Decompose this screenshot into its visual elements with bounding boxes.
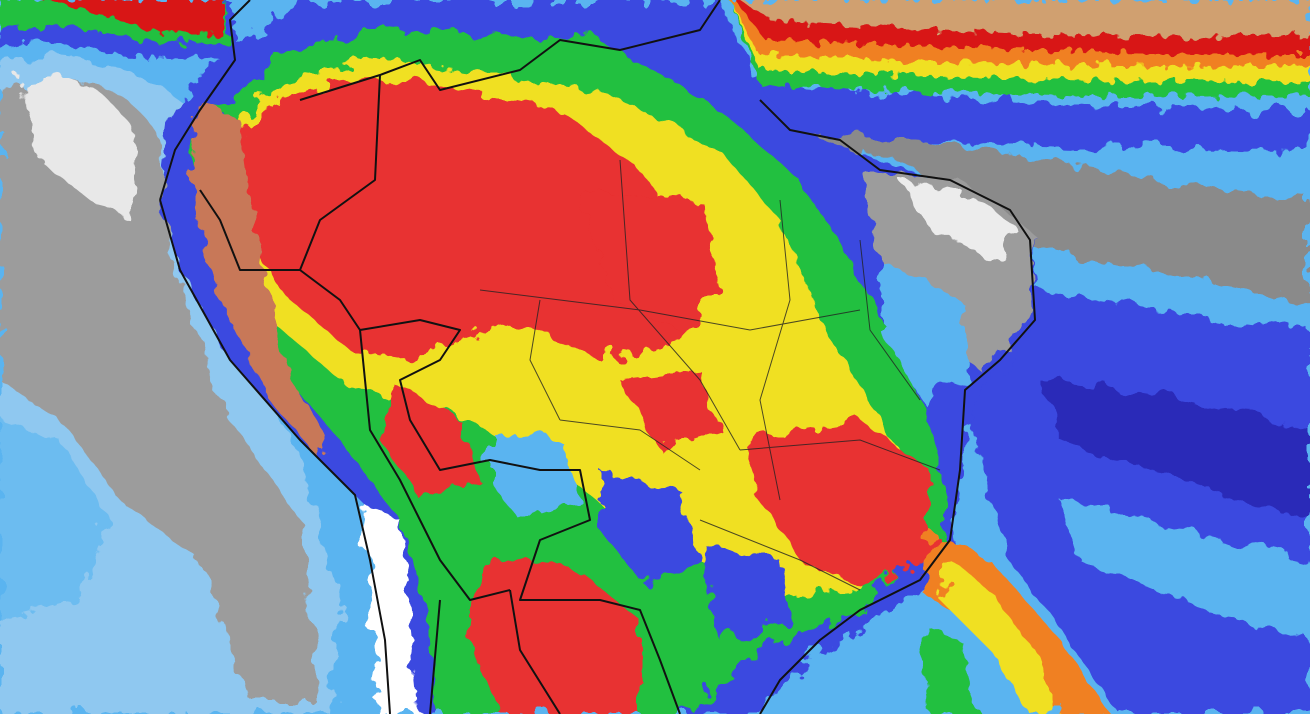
borders [159,0,1036,714]
paraguay-red [470,560,640,714]
pacific-gray [0,80,320,701]
itcz-band [0,0,1310,97]
northeast-white [900,180,1020,260]
paraguay-border [509,589,561,714]
brazil-west-border [299,74,681,714]
continent [160,0,1110,714]
nw-red [40,0,225,35]
amazon-red [220,78,700,360]
para-red [580,190,720,330]
atlantic-coast [759,99,1036,714]
pacific-coast-north [159,0,251,201]
mato-grosso-blue [600,470,700,580]
peru-colombia-border [199,189,300,271]
andes-brown [190,100,330,460]
chaco-blue [490,430,580,520]
southeast-blue [700,540,790,640]
atlantic-deep-blue [1040,380,1310,520]
atacama-white [360,500,420,714]
atlantic-light-band [1060,500,1310,640]
northeast-blue [880,260,970,400]
argentina-chile-border [429,599,441,714]
bolivia-border [359,329,511,601]
brazil-north-border [299,0,721,101]
central-red [620,370,720,450]
sacz-green [920,620,980,714]
pacific-coast-south [159,199,391,714]
itcz-blue [720,80,1310,150]
southeast-red [740,420,930,590]
atlantic-gray [760,128,1310,300]
pacific-patch [0,420,110,620]
itcz-tan [740,0,1310,37]
state-borders [479,159,941,591]
bolivia-red [380,380,480,500]
sacz-yellow [940,560,1060,714]
pacific-white [20,77,140,220]
